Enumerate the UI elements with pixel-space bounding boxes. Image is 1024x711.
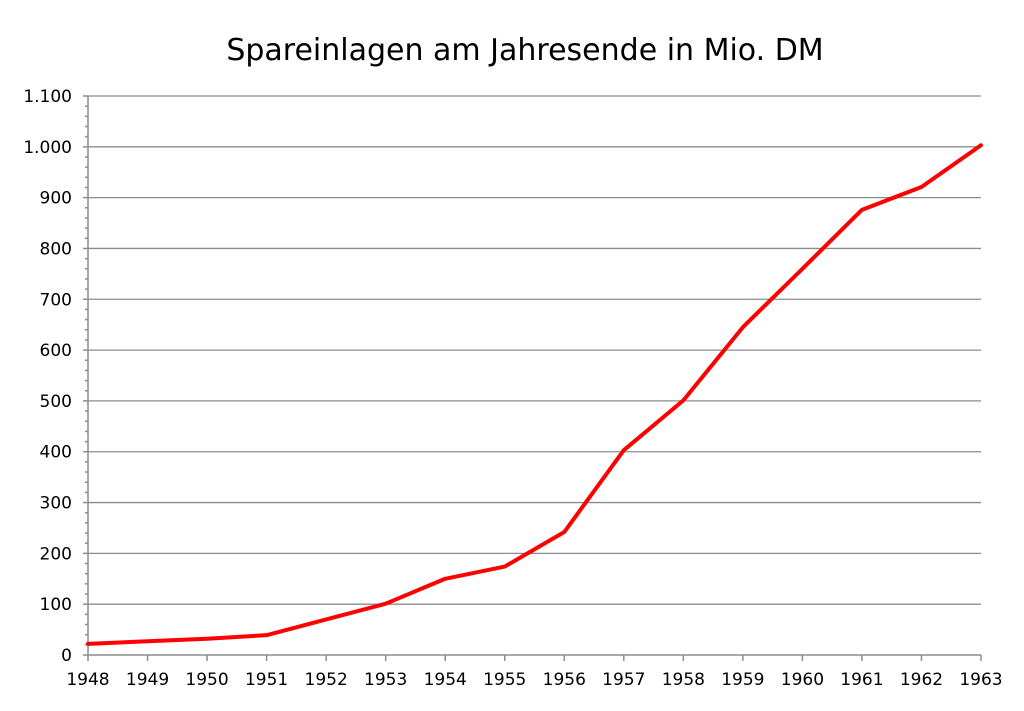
y-tick-label: 1.100 [23, 87, 72, 107]
x-tick-label: 1948 [66, 670, 109, 690]
x-tick-label: 1963 [959, 670, 1002, 690]
y-tick-label: 100 [40, 595, 72, 615]
x-tick-label: 1954 [424, 670, 467, 690]
x-tick-label: 1953 [364, 670, 407, 690]
x-tick-label: 1960 [781, 670, 824, 690]
x-tick-label: 1959 [721, 670, 764, 690]
y-tick-label: 800 [40, 239, 72, 259]
y-tick-label: 400 [40, 443, 72, 463]
x-tick-label: 1957 [602, 670, 645, 690]
x-tick-label: 1949 [126, 670, 169, 690]
series-line [86, 143, 983, 646]
y-tick-label: 900 [40, 189, 72, 209]
y-tick-label: 500 [40, 392, 72, 412]
x-tick-label: 1952 [305, 670, 348, 690]
x-tick-label: 1961 [840, 670, 883, 690]
y-tick-label: 600 [40, 341, 72, 361]
y-tick-label: 1.000 [23, 138, 72, 158]
y-tick-label: 300 [40, 494, 72, 514]
y-tick-label: 200 [40, 544, 72, 564]
y-tick-label: 0 [61, 646, 72, 666]
x-tick-label: 1958 [662, 670, 705, 690]
x-tick-label: 1950 [185, 670, 228, 690]
x-tick-label: 1955 [483, 670, 526, 690]
x-tick-label: 1951 [245, 670, 288, 690]
y-tick-label: 700 [40, 290, 72, 310]
x-tick-label: 1956 [543, 670, 586, 690]
x-tick-label: 1962 [900, 670, 943, 690]
chart-title: Spareinlagen am Jahresende in Mio. DM [226, 33, 823, 68]
